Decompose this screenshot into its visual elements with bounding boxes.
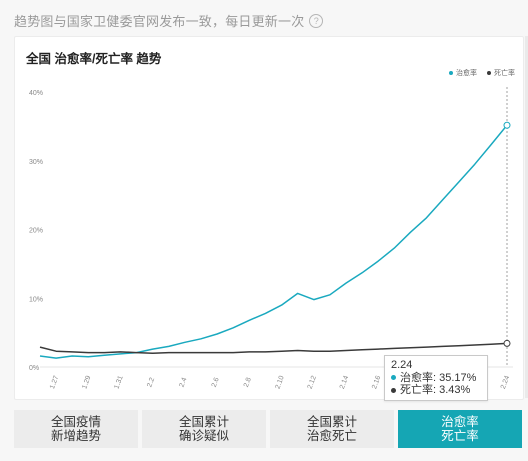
cure-rate-line [39, 124, 508, 359]
chart-legend: 治愈率 死亡率 [449, 68, 515, 78]
x-tick-label: 2.16 [371, 375, 382, 390]
tab-cured-deaths[interactable]: 全国累计 治愈死亡 [270, 410, 394, 448]
chart-tab-bar: 全国疫情 新增趋势 全国累计 确诊疑似 全国累计 治愈死亡 治愈率 死亡率 [14, 410, 522, 448]
legend-cure-label: 治愈率 [456, 70, 477, 77]
y-tick-label: 20% [29, 228, 43, 235]
legend-item-death[interactable]: 死亡率 [487, 68, 515, 78]
tooltip-death-dot [391, 387, 396, 393]
tooltip-cure-dot [391, 375, 396, 381]
tab-label-line1: 全国累计 [306, 415, 357, 429]
tooltip-row-cure: 治愈率: 35.17% [391, 372, 481, 385]
x-tick-label: 2.10 [275, 375, 286, 390]
x-tick-label: 1.29 [81, 375, 92, 390]
x-tick-label: 2.4 [179, 377, 189, 389]
legend-cure-dot [449, 71, 453, 75]
x-tick-label: 2.2 [146, 377, 156, 389]
tab-cure-death-rate[interactable]: 治愈率 死亡率 [398, 410, 522, 448]
question-circle-icon[interactable]: ? [309, 13, 324, 28]
data-source-note-text: 趋势图与国家卫健委官网发布一致，每日更新一次 [14, 14, 305, 29]
x-tick-label: 2.14 [339, 375, 350, 390]
tooltip-row-death: 死亡率: 3.43% [391, 384, 481, 397]
y-tick-label: 40% [29, 90, 43, 97]
trend-chart[interactable]: 0% 10% 20% 30% 40% 1.27 1.29 1.31 2.2 2.4 2.6 2.8 2.… [15, 37, 523, 399]
y-tick-label: 30% [29, 159, 43, 166]
tab-label-line2: 治愈死亡 [306, 429, 357, 443]
death-rate-line [39, 342, 508, 355]
tab-label-line1: 全国疫情 [50, 415, 101, 429]
legend-item-cure[interactable]: 治愈率 [449, 68, 477, 78]
x-tick-label: 2.12 [307, 375, 318, 390]
tooltip-cure-text: 治愈率: 35.17% [400, 371, 477, 384]
chart-card: 全国 治愈率/死亡率 趋势 治愈率 死亡率 0% 10% 20% 30% 40% 1.27… [14, 36, 524, 400]
y-tick-label: 10% [29, 296, 43, 303]
data-source-note: 趋势图与国家卫健委官网发布一致，每日更新一次 ? [14, 11, 324, 30]
tooltip-death-text: 死亡率: 3.43% [400, 384, 471, 396]
cure-rate-point [503, 121, 511, 129]
chart-title: 全国 治愈率/死亡率 趋势 [26, 52, 162, 66]
x-tick-label: 2.8 [243, 377, 253, 389]
death-rate-point [503, 339, 511, 347]
tab-label-line2: 死亡率 [441, 429, 479, 443]
x-tick-label: 1.31 [113, 375, 124, 390]
tab-label-line2: 确诊疑似 [178, 429, 229, 443]
legend-death-dot [487, 71, 491, 75]
chart-tooltip: 2.24 治愈率: 35.17% 死亡率: 3.43% [384, 355, 488, 401]
x-tick-label: 1.27 [49, 375, 60, 390]
tab-label-line1: 治愈率 [441, 415, 479, 429]
tooltip-date: 2.24 [391, 359, 413, 371]
tab-new-trend[interactable]: 全国疫情 新增趋势 [14, 410, 138, 448]
x-tick-label: 2.24 [500, 375, 511, 390]
legend-death-label: 死亡率 [494, 70, 515, 77]
tab-label-line1: 全国累计 [178, 415, 229, 429]
tab-confirmed-suspected[interactable]: 全国累计 确诊疑似 [142, 410, 266, 448]
x-tick-label: 2.6 [211, 377, 221, 389]
y-tick-label: 0% [29, 365, 39, 372]
scroll-edge [525, 36, 528, 398]
tab-label-line2: 新增趋势 [50, 429, 101, 443]
